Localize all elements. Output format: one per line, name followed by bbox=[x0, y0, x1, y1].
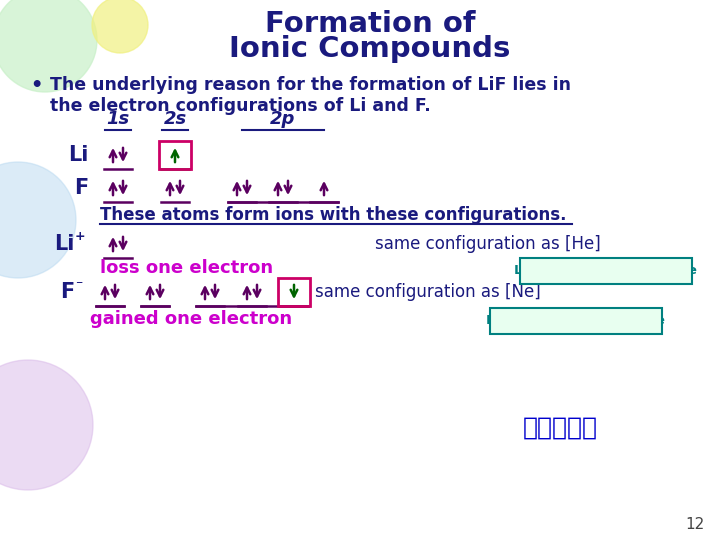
Text: the electron configurations of Li and F.: the electron configurations of Li and F. bbox=[50, 97, 431, 115]
Text: same configuration as [Ne]: same configuration as [Ne] bbox=[315, 283, 541, 301]
Circle shape bbox=[0, 360, 93, 490]
Text: F: F bbox=[60, 282, 74, 302]
Circle shape bbox=[0, 0, 97, 92]
Text: same configuration as [He]: same configuration as [He] bbox=[375, 235, 600, 253]
Circle shape bbox=[0, 162, 76, 278]
Text: 等電子離子: 等電子離子 bbox=[523, 416, 598, 440]
Text: 2p: 2p bbox=[270, 110, 296, 128]
Text: Ionic Compounds: Ionic Compounds bbox=[229, 35, 510, 63]
Text: Li⁺ isoelectronic with He: Li⁺ isoelectronic with He bbox=[513, 265, 696, 278]
Text: gained one electron: gained one electron bbox=[90, 310, 292, 328]
Text: 12: 12 bbox=[685, 517, 705, 532]
Text: loss one electron: loss one electron bbox=[100, 259, 273, 277]
Text: F: F bbox=[73, 178, 88, 198]
Circle shape bbox=[92, 0, 148, 53]
Text: The underlying reason for the formation of LiF lies in: The underlying reason for the formation … bbox=[50, 76, 571, 94]
Text: 2s: 2s bbox=[163, 110, 186, 128]
Text: F⁺ isoelectronic with Ne: F⁺ isoelectronic with Ne bbox=[485, 314, 665, 327]
Text: +: + bbox=[75, 230, 86, 242]
Text: Li: Li bbox=[53, 234, 74, 254]
Text: Formation of: Formation of bbox=[265, 10, 475, 38]
Text: •: • bbox=[30, 76, 42, 95]
FancyBboxPatch shape bbox=[520, 258, 692, 284]
Text: ⁻: ⁻ bbox=[75, 278, 82, 292]
Text: Li: Li bbox=[68, 145, 88, 165]
Text: 1s: 1s bbox=[107, 110, 130, 128]
FancyBboxPatch shape bbox=[490, 308, 662, 334]
Text: These atoms form ions with these configurations.: These atoms form ions with these configu… bbox=[100, 206, 567, 224]
